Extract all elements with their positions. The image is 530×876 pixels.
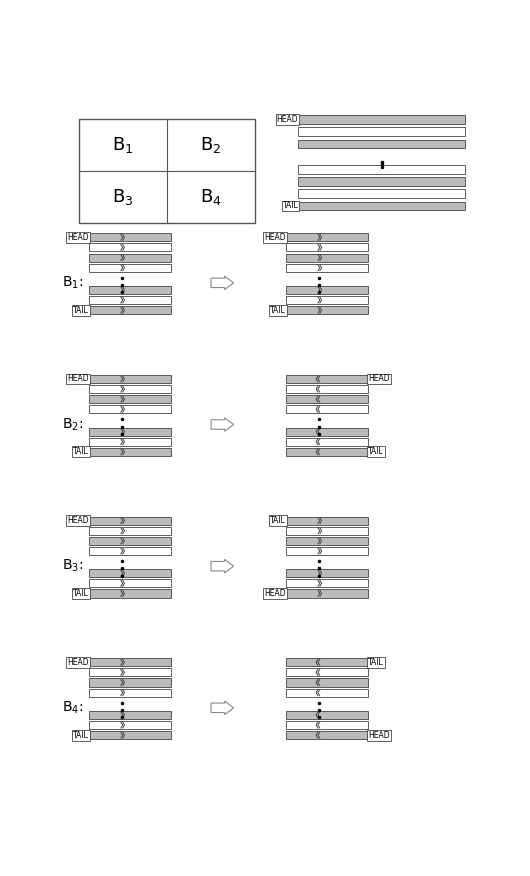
FancyBboxPatch shape [89,233,171,242]
FancyBboxPatch shape [89,731,171,739]
Text: TAIL: TAIL [368,658,384,667]
FancyBboxPatch shape [89,658,171,667]
FancyBboxPatch shape [89,306,171,314]
FancyBboxPatch shape [298,166,465,174]
FancyBboxPatch shape [89,395,171,403]
Text: TAIL: TAIL [73,731,89,739]
Text: TAIL: TAIL [73,448,89,456]
Text: HEAD: HEAD [264,589,286,598]
FancyBboxPatch shape [89,385,171,393]
FancyBboxPatch shape [286,731,368,739]
FancyBboxPatch shape [298,201,465,210]
FancyBboxPatch shape [286,689,368,696]
FancyBboxPatch shape [286,547,368,555]
FancyBboxPatch shape [286,658,368,667]
FancyBboxPatch shape [286,569,368,577]
FancyBboxPatch shape [89,286,171,294]
Text: TAIL: TAIL [282,201,298,210]
Text: TAIL: TAIL [73,306,89,314]
FancyBboxPatch shape [286,375,368,383]
FancyBboxPatch shape [286,244,368,251]
FancyBboxPatch shape [298,189,465,198]
FancyBboxPatch shape [89,438,171,446]
Text: B$_4$:: B$_4$: [62,700,83,716]
FancyBboxPatch shape [89,590,171,597]
FancyBboxPatch shape [286,721,368,729]
FancyBboxPatch shape [286,296,368,304]
FancyBboxPatch shape [89,721,171,729]
FancyBboxPatch shape [89,253,171,262]
FancyBboxPatch shape [89,244,171,251]
Text: TAIL: TAIL [73,589,89,598]
FancyBboxPatch shape [89,264,171,272]
FancyBboxPatch shape [298,177,465,186]
FancyBboxPatch shape [286,385,368,393]
FancyBboxPatch shape [89,406,171,413]
Text: TAIL: TAIL [368,448,384,456]
FancyBboxPatch shape [286,406,368,413]
FancyBboxPatch shape [298,116,465,124]
Text: HEAD: HEAD [67,516,89,525]
Text: B$_3$: B$_3$ [112,187,134,207]
FancyBboxPatch shape [89,375,171,383]
FancyBboxPatch shape [286,427,368,435]
Polygon shape [211,276,234,290]
Text: TAIL: TAIL [270,516,286,525]
Polygon shape [211,560,234,573]
FancyBboxPatch shape [89,689,171,696]
Text: B$_3$:: B$_3$: [62,558,83,575]
Text: HEAD: HEAD [264,233,286,242]
FancyBboxPatch shape [89,526,171,534]
Text: HEAD: HEAD [277,115,298,124]
Text: B$_4$: B$_4$ [200,187,222,207]
FancyBboxPatch shape [89,427,171,435]
FancyBboxPatch shape [286,537,368,545]
FancyBboxPatch shape [286,678,368,687]
FancyBboxPatch shape [286,517,368,525]
FancyBboxPatch shape [89,579,171,588]
FancyBboxPatch shape [286,710,368,719]
FancyBboxPatch shape [89,710,171,719]
FancyBboxPatch shape [89,537,171,545]
Text: B$_2$: B$_2$ [200,135,222,155]
Text: HEAD: HEAD [67,233,89,242]
Text: HEAD: HEAD [368,731,390,739]
FancyBboxPatch shape [286,306,368,314]
FancyBboxPatch shape [286,395,368,403]
FancyBboxPatch shape [286,264,368,272]
FancyBboxPatch shape [286,233,368,242]
Text: HEAD: HEAD [67,658,89,667]
FancyBboxPatch shape [298,139,465,148]
Text: HEAD: HEAD [67,374,89,384]
FancyBboxPatch shape [89,517,171,525]
Text: B$_2$:: B$_2$: [62,416,83,433]
Polygon shape [211,701,234,715]
FancyBboxPatch shape [286,590,368,597]
FancyBboxPatch shape [286,438,368,446]
Text: B$_1$: B$_1$ [112,135,134,155]
FancyBboxPatch shape [286,668,368,676]
FancyBboxPatch shape [89,569,171,577]
FancyBboxPatch shape [286,448,368,456]
FancyBboxPatch shape [286,253,368,262]
FancyBboxPatch shape [286,286,368,294]
FancyBboxPatch shape [89,668,171,676]
FancyBboxPatch shape [78,118,255,223]
Text: B$_1$:: B$_1$: [62,275,83,291]
Text: HEAD: HEAD [368,374,390,384]
FancyBboxPatch shape [89,678,171,687]
FancyBboxPatch shape [89,547,171,555]
Text: TAIL: TAIL [270,306,286,314]
FancyBboxPatch shape [89,296,171,304]
FancyBboxPatch shape [286,526,368,534]
FancyBboxPatch shape [286,579,368,588]
FancyBboxPatch shape [298,127,465,136]
FancyBboxPatch shape [89,448,171,456]
Polygon shape [211,418,234,431]
